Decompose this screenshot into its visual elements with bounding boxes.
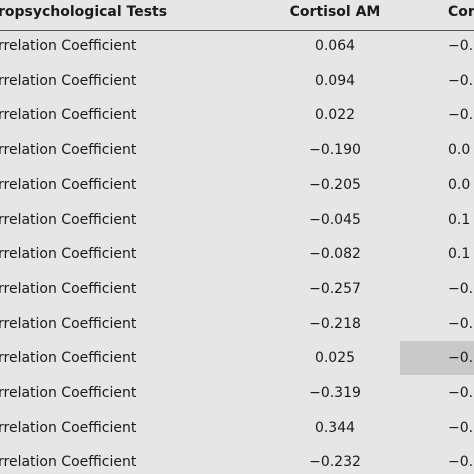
table-cell: rrelation Coefficient bbox=[0, 350, 137, 367]
table-cell: rrelation Coefficient bbox=[0, 454, 137, 471]
table-cell: rrelation Coefficient bbox=[0, 38, 137, 54]
table-cell: rrelation Coefficient bbox=[0, 280, 137, 297]
table-cell: −0.205 bbox=[309, 176, 361, 193]
table-cell: −0.257 bbox=[309, 280, 361, 297]
table-cell: 0.064 bbox=[314, 38, 356, 54]
table-cell: −0.0 bbox=[448, 38, 474, 54]
table-cell: rrelation Coefficient bbox=[0, 72, 137, 89]
header-cell: Cortis bbox=[448, 4, 474, 20]
table-cell: 0.025 bbox=[314, 350, 356, 367]
table-cell: −0.2 bbox=[448, 419, 474, 436]
table-cell: −0.2 bbox=[448, 280, 474, 297]
table-cell: rrelation Coefficient bbox=[0, 142, 137, 159]
table-cell: −0.319 bbox=[309, 385, 361, 401]
table-cell: rrelation Coefficient bbox=[0, 107, 137, 124]
table-cell: −0.218 bbox=[309, 315, 361, 332]
table-cell: −0.1 bbox=[448, 315, 474, 332]
header-rule bbox=[0, 30, 474, 31]
table-cell: rrelation Coefficient bbox=[0, 246, 137, 263]
table-cell: 0.022 bbox=[314, 107, 356, 124]
table-cell: −0.3 bbox=[448, 350, 474, 367]
table-cell: rrelation Coefficient bbox=[0, 385, 137, 401]
highlight bbox=[400, 341, 474, 376]
table-cell: −0.1 bbox=[448, 385, 474, 401]
table-cell: rrelation Coefficient bbox=[0, 211, 137, 228]
table-cell: −0.232 bbox=[309, 454, 361, 471]
table-cell: rrelation Coefficient bbox=[0, 315, 137, 332]
table-cell: −0.082 bbox=[309, 246, 361, 263]
table-cell: 0.094 bbox=[314, 72, 356, 89]
header-cell: Cortisol AM bbox=[289, 4, 381, 20]
table-cell: −0.1 bbox=[448, 107, 474, 124]
table-cell: 0.344 bbox=[314, 419, 356, 436]
table-cell: 0.1 bbox=[448, 211, 471, 228]
table-cell: −0.190 bbox=[309, 142, 361, 159]
table-cell: 0.0 bbox=[448, 176, 471, 193]
table-cell: 0.1 bbox=[448, 246, 471, 263]
table-cell: 0.0 bbox=[448, 142, 471, 159]
header-cell: ropsychological Tests bbox=[0, 4, 168, 20]
table-cell: rrelation Coefficient bbox=[0, 419, 137, 436]
table-cell: rrelation Coefficient bbox=[0, 176, 137, 193]
table-cell: −0.0 bbox=[448, 72, 474, 89]
table-cell: −0.045 bbox=[309, 211, 361, 228]
table-cell: −0.2 bbox=[448, 454, 474, 471]
